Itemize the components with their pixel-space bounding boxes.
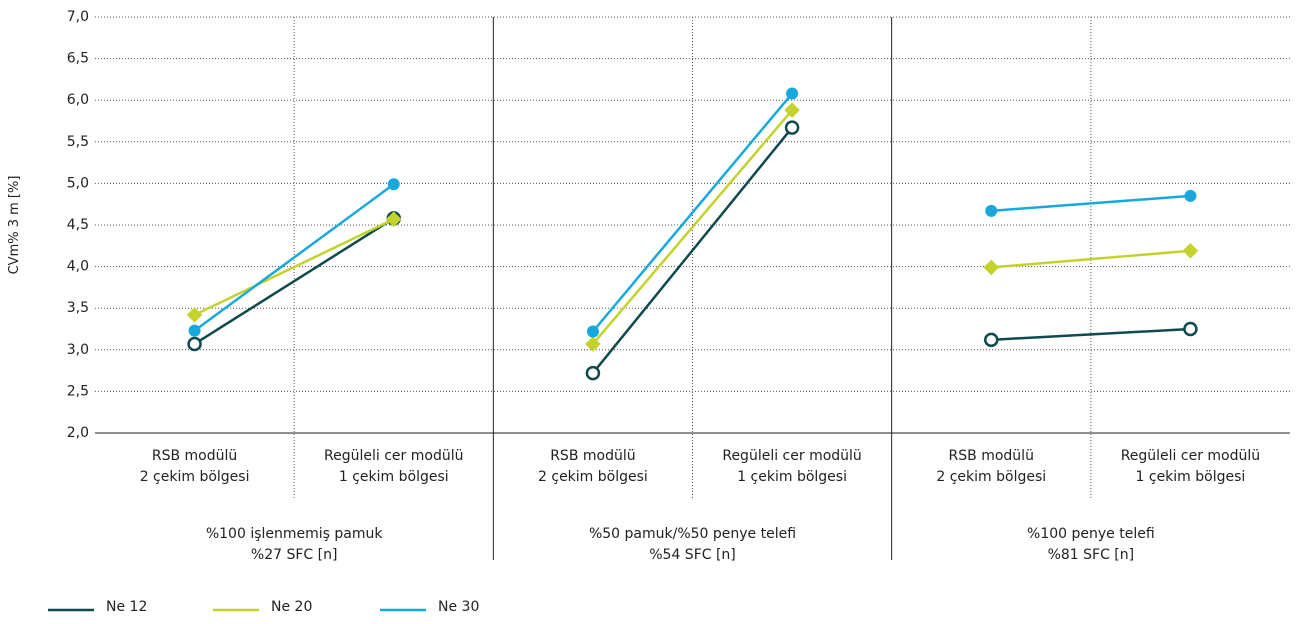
- category-label: Regüleli cer modülü: [722, 448, 861, 464]
- series-line: [193, 183, 395, 332]
- series-line: [591, 109, 794, 345]
- series-line: [991, 249, 1191, 269]
- series-line: [991, 327, 1191, 342]
- category-label: Regüleli cer modülü: [1121, 448, 1260, 464]
- category-label: 2 çekim bölgesi: [538, 469, 648, 485]
- category-label: 2 çekim bölgesi: [140, 469, 250, 485]
- data-point: [786, 87, 799, 100]
- x-category-labels: RSB modülü 2 çekim bölgesi Regüleli cer mo…: [140, 448, 1260, 485]
- y-tick-label: 5,5: [67, 134, 89, 150]
- series-ne-12: [187, 120, 1198, 381]
- data-point: [387, 178, 400, 191]
- category-label: 1 çekim bölgesi: [737, 469, 847, 485]
- data-point: [585, 365, 601, 381]
- y-tick-label: 4,0: [67, 259, 89, 275]
- data-point: [784, 120, 800, 135]
- data-point: [985, 204, 998, 217]
- legend-label: Ne 12: [106, 599, 147, 615]
- series-line: [193, 217, 395, 346]
- group-labels: %100 işlenmemiş pamuk %27 SFC [n] %50 pamu…: [206, 526, 1155, 563]
- y-axis-ticks: 2,0 2,5 3,0 3,5 4,0 4,5 5,0 5,5 6,0 6,5 7,0: [67, 9, 89, 441]
- data-point: [984, 332, 999, 348]
- data-point: [188, 324, 201, 337]
- data-point: [186, 307, 203, 323]
- data-point: [983, 259, 1000, 276]
- series-line: [194, 218, 395, 316]
- data-point: [187, 336, 202, 352]
- group-sfc-label: %27 SFC [n]: [251, 547, 338, 563]
- y-tick-label: 7,0: [67, 9, 89, 25]
- legend: Ne 12 Ne 20 Ne 30: [48, 599, 479, 615]
- y-tick-label: 2,0: [67, 425, 89, 441]
- data-point: [1184, 189, 1197, 202]
- series-ne-30: [188, 87, 1197, 338]
- group-sfc-label: %81 SFC [n]: [1048, 547, 1135, 563]
- y-axis-label: CVm% 3 m [%]: [7, 176, 22, 275]
- category-label: 2 çekim bölgesi: [936, 469, 1046, 485]
- grid: [95, 16, 1290, 500]
- data-point: [385, 211, 402, 227]
- category-label: 1 çekim bölgesi: [339, 469, 449, 485]
- series-line: [591, 126, 794, 374]
- data-point: [1183, 321, 1198, 337]
- y-tick-label: 3,5: [67, 300, 89, 316]
- series-line: [991, 194, 1191, 213]
- y-tick-label: 6,5: [67, 51, 89, 67]
- group-label: %100 penye telefi: [1027, 526, 1155, 542]
- legend-label: Ne 20: [271, 599, 312, 615]
- category-label: RSB modülü: [949, 448, 1034, 464]
- y-tick-label: 3,0: [67, 342, 89, 358]
- group-sfc-label: %54 SFC [n]: [649, 547, 736, 563]
- category-label: RSB modülü: [152, 448, 237, 464]
- category-label: RSB modülü: [550, 448, 635, 464]
- group-label: %50 pamuk/%50 penye telefi: [589, 526, 796, 542]
- axes: [95, 17, 1290, 560]
- y-tick-label: 2,5: [67, 383, 89, 399]
- series-line: [591, 92, 794, 333]
- group-label: %100 işlenmemiş pamuk: [206, 526, 384, 542]
- category-label: 1 çekim bölgesi: [1136, 469, 1246, 485]
- y-tick-label: 6,0: [67, 92, 89, 108]
- y-tick-label: 5,0: [67, 175, 89, 191]
- category-label: Regüleli cer modülü: [324, 448, 463, 464]
- y-tick-label: 4,5: [67, 217, 89, 233]
- data-point: [586, 325, 599, 338]
- legend-label: Ne 30: [438, 599, 479, 615]
- data-point: [1182, 243, 1199, 259]
